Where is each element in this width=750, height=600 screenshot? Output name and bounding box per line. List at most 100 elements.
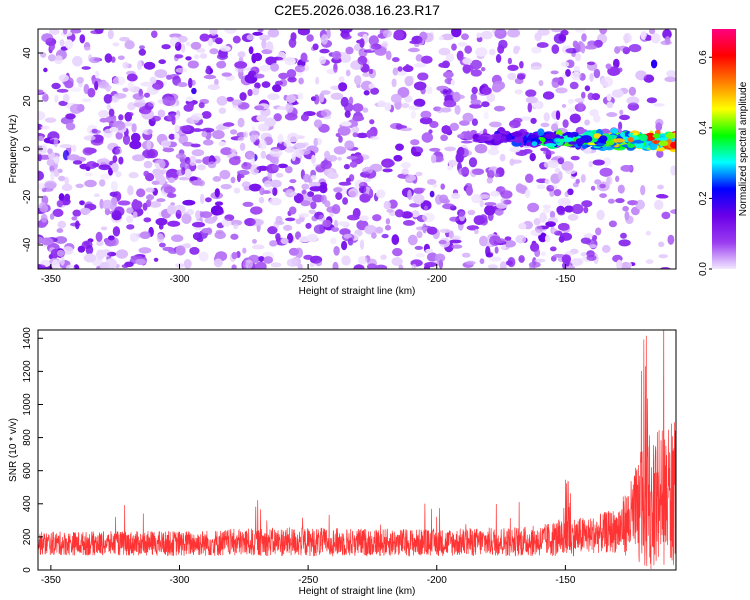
spectrogram-noise-cell [233, 187, 241, 194]
spectrogram-noise-cell [263, 180, 273, 188]
spectrogram-noise-cell [247, 89, 253, 97]
spectrogram-noise-cell [349, 161, 358, 168]
spectrogram-noise-cell [613, 58, 620, 69]
spectrogram-noise-cell [443, 100, 457, 108]
spectrogram-noise-cell [392, 57, 400, 63]
spectrogram-noise-cell [341, 240, 348, 251]
spectrogram-noise-cell [218, 141, 226, 147]
spectrogram-noise-cell [391, 234, 400, 245]
snr-y-tick-label: 1000 [22, 393, 33, 416]
spectrogram-noise-cell [275, 233, 281, 241]
spectrogram-noise-cell [451, 29, 462, 38]
spectrogram-noise-cell [60, 256, 65, 266]
snr-x-tick-label: -200 [427, 575, 447, 586]
spectrogram-noise-cell [244, 218, 256, 227]
spectrogram-noise-cell [349, 191, 356, 198]
spectrogram-signal-cell [513, 137, 523, 144]
spectrogram-noise-cell [494, 29, 507, 39]
spectrogram-noise-cell [83, 253, 97, 263]
spectrogram-noise-cell [119, 37, 130, 42]
spectrogram-noise-cell [295, 65, 305, 73]
spectrogram-noise-cell [468, 157, 478, 168]
spectrogram-noise-cell [93, 193, 100, 198]
spectrogram-noise-cell [385, 50, 392, 61]
spectrogram-noise-cell [518, 255, 525, 263]
spectrogram-noise-cell [104, 207, 110, 216]
spectrogram-noise-cell [99, 173, 112, 180]
spectrogram-noise-cell [319, 92, 325, 103]
spectrogram-noise-cell [146, 139, 152, 151]
spectrogram-noise-cell [345, 46, 354, 55]
spectrogram-noise-cell [95, 231, 103, 242]
spectrogram-noise-cell [622, 205, 629, 212]
spectrogram-noise-cell [615, 175, 620, 182]
spectrogram-noise-cell [565, 48, 579, 54]
spectrogram-noise-cell [395, 143, 404, 151]
spectrogram-noise-cell [286, 258, 299, 267]
spectrogram-noise-cell [261, 49, 273, 55]
snr-y-ticks: 0 200 400 600 800 1000 1200 1400 [22, 327, 43, 573]
spectrogram-noise-cell [258, 256, 265, 262]
spectrogram-noise-cell [623, 32, 632, 44]
spectrogram-noise-cell [391, 257, 403, 266]
spectrogram-noise-cell [230, 129, 238, 135]
spectrogram-noise-cell [386, 208, 394, 213]
spectrogram-noise-cell [190, 143, 201, 148]
spectrogram-signal-cell [501, 135, 507, 143]
spectrogram-noise-cell [380, 254, 387, 260]
spectrogram-noise-cell [313, 137, 318, 147]
spectrogram-noise-cell [149, 201, 162, 208]
spectrogram-noise-cell [441, 125, 451, 134]
spectrogram-noise-cell [263, 256, 274, 264]
spectrogram-noise-cell [201, 131, 207, 138]
spectrogram-noise-cell [401, 211, 413, 219]
spectrogram-noise-cell [115, 171, 122, 178]
spectrogram-noise-cell [168, 111, 177, 117]
snr-x-tick-label: -150 [555, 575, 575, 586]
spectrogram-noise-cell [553, 254, 565, 258]
spectrogram-noise-cell [584, 233, 594, 239]
spectrogram-noise-cell [410, 139, 420, 146]
spectrogram-noise-cell [293, 193, 304, 204]
spectrogram-noise-cell [140, 81, 153, 87]
spectrogram-noise-cell [112, 76, 126, 86]
spectrogram-noise-cell [162, 147, 175, 153]
spectrogram-noise-cell [283, 140, 292, 147]
spectrogram-noise-cell [131, 123, 137, 133]
spectrogram-noise-cell [377, 100, 387, 108]
spectrogram-noise-cell [449, 122, 459, 131]
spectrogram-noise-cell [57, 249, 65, 257]
spectrogram-noise-cell [157, 109, 166, 118]
spectrogram-noise-cell [311, 154, 316, 164]
spectrogram-signal-cell [568, 141, 578, 145]
spectrogram-noise-cell [39, 203, 49, 213]
spectrogram-noise-cell [427, 179, 437, 185]
spectrogram-noise-cell [424, 205, 428, 211]
spectrogram-noise-cell [38, 111, 46, 121]
spectrogram-noise-cell [162, 96, 176, 106]
spectrogram-noise-cell [654, 199, 664, 210]
spectrogram-noise-cell [658, 254, 668, 259]
spectrogram-noise-cell [174, 124, 180, 133]
spectrogram-noise-cell [254, 134, 259, 140]
spectrogram-noise-cell [538, 80, 544, 87]
spectrogram-noise-cell [40, 213, 48, 223]
spectrogram-noise-cell [174, 132, 180, 140]
spectrogram-noise-cell [558, 235, 565, 243]
spectrogram-noise-cell [38, 135, 44, 142]
spectrogram-noise-cell [252, 31, 263, 36]
spectrogram-noise-cell [76, 76, 84, 84]
spectrogram-noise-cell [503, 199, 512, 205]
spectrogram-noise-cell [471, 194, 482, 204]
spectrogram-noise-cell [451, 244, 463, 249]
chart-title: C2E5.2026.038.16.23.R17 [274, 2, 440, 18]
spectrogram-noise-cell [410, 110, 416, 119]
spectrogram-noise-cell [253, 52, 262, 62]
spectrogram-noise-cell [275, 172, 284, 178]
spectrogram-noise-cell [158, 59, 166, 65]
spectrogram-noise-cell [438, 47, 451, 56]
spectrogram-noise-cell [231, 99, 243, 106]
spectrogram-noise-cell [239, 92, 247, 101]
spectrogram-noise-cell [186, 41, 191, 46]
